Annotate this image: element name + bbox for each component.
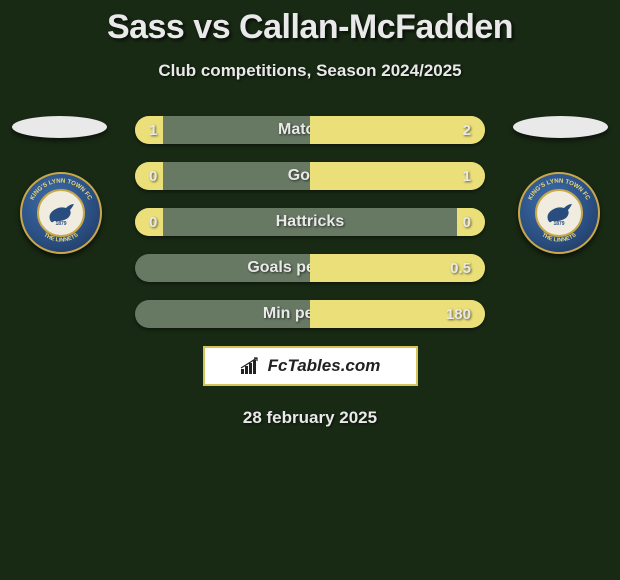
stat-left-value: 0 — [149, 168, 157, 185]
player-left-silhouette — [12, 116, 107, 138]
stat-rows-container: 1 Matches 2 0 Goals 1 0 Hattricks 0 Goal… — [135, 116, 485, 328]
player-right-silhouette — [513, 116, 608, 138]
stat-right-value: 0 — [463, 214, 471, 231]
comparison-area: KING'S LYNN TOWN FC THE LINNETS 1879 KIN… — [0, 116, 620, 428]
stat-row: Goals per match 0.5 — [135, 254, 485, 282]
svg-text:1879: 1879 — [55, 221, 66, 226]
stat-fill-right — [310, 162, 485, 190]
page-title: Sass vs Callan-McFadden — [0, 0, 620, 47]
svg-text:THE LINNETS: THE LINNETS — [42, 232, 79, 243]
club-badge-right: KING'S LYNN TOWN FC THE LINNETS 1879 — [518, 172, 600, 254]
date-text: 28 february 2025 — [0, 408, 620, 428]
stat-right-value: 1 — [463, 168, 471, 185]
club-badge-left: KING'S LYNN TOWN FC THE LINNETS 1879 — [20, 172, 102, 254]
stat-row: Min per goal 180 — [135, 300, 485, 328]
attribution-text: FcTables.com — [268, 356, 381, 376]
svg-text:KING'S LYNN TOWN FC: KING'S LYNN TOWN FC — [29, 177, 94, 201]
svg-text:KING'S LYNN TOWN FC: KING'S LYNN TOWN FC — [527, 177, 592, 201]
stat-label: Hattricks — [135, 213, 485, 231]
stat-left-value: 0 — [149, 214, 157, 231]
stat-right-value: 180 — [446, 306, 471, 323]
stat-left-value: 1 — [149, 122, 157, 139]
bird-icon: 1879 — [544, 200, 574, 226]
svg-text:1879: 1879 — [553, 221, 564, 226]
stat-right-value: 2 — [463, 122, 471, 139]
stat-fill-right — [457, 208, 485, 236]
stat-row: 1 Matches 2 — [135, 116, 485, 144]
bar-chart-icon — [240, 357, 262, 375]
stat-fill-right — [310, 116, 485, 144]
stat-row: 0 Goals 1 — [135, 162, 485, 190]
attribution-box: FcTables.com — [203, 346, 418, 386]
page-subtitle: Club competitions, Season 2024/2025 — [0, 61, 620, 81]
bird-icon: 1879 — [46, 200, 76, 226]
svg-text:THE LINNETS: THE LINNETS — [540, 232, 577, 243]
stat-row: 0 Hattricks 0 — [135, 208, 485, 236]
stat-right-value: 0.5 — [450, 260, 471, 277]
